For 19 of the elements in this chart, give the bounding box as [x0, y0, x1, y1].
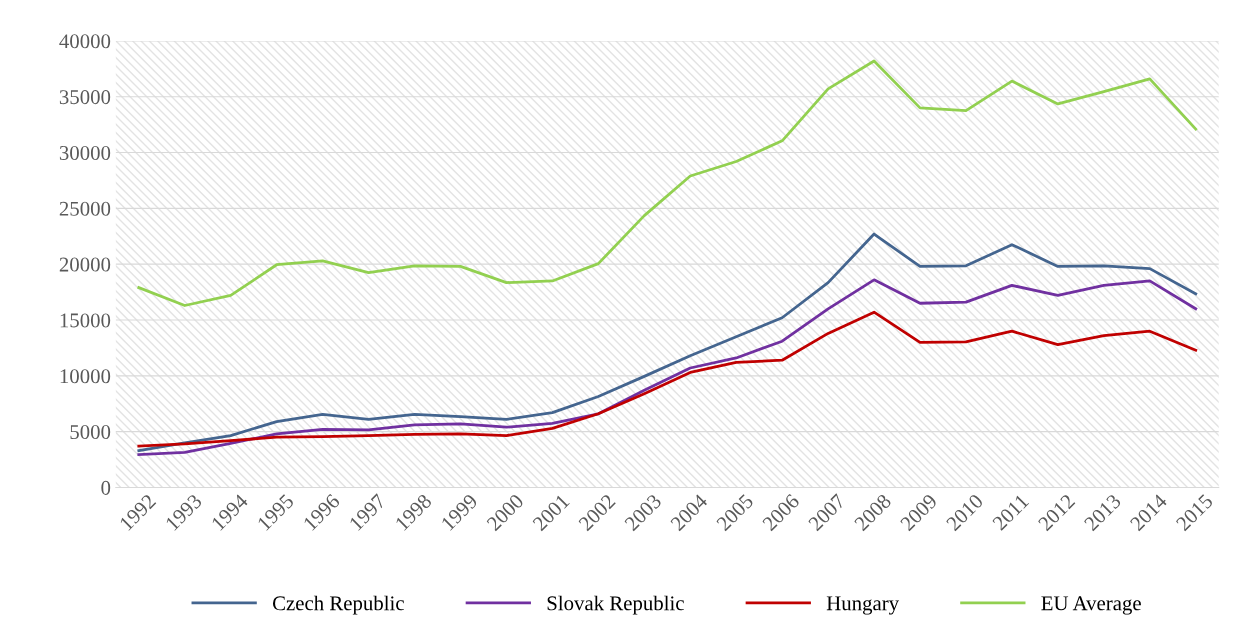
x-tick-label: 2011	[991, 493, 1030, 531]
legend-label: Slovak Republic	[547, 595, 684, 615]
y-tick-label: 20000	[59, 257, 111, 272]
y-tick-label: 30000	[59, 145, 111, 160]
line-series	[137, 59, 1198, 307]
y-tick-label: 25000	[59, 201, 111, 216]
legend-label: EU Average	[1041, 596, 1141, 615]
y-tick-label: 15000	[60, 313, 111, 328]
legend-label: Hungary	[826, 596, 900, 615]
x-tick-label: 2001	[532, 493, 570, 532]
line-series	[137, 232, 1198, 453]
y-tick-label: 5000	[70, 425, 111, 440]
line-series	[137, 310, 1198, 448]
y-tick-label: 10000	[60, 369, 111, 384]
y-tick-label: 40000	[59, 34, 111, 49]
y-tick-label: 35000	[59, 90, 111, 105]
line-series	[137, 278, 1198, 456]
legend-label: Czech Republic	[272, 595, 404, 615]
y-tick-label: 0	[101, 480, 111, 495]
